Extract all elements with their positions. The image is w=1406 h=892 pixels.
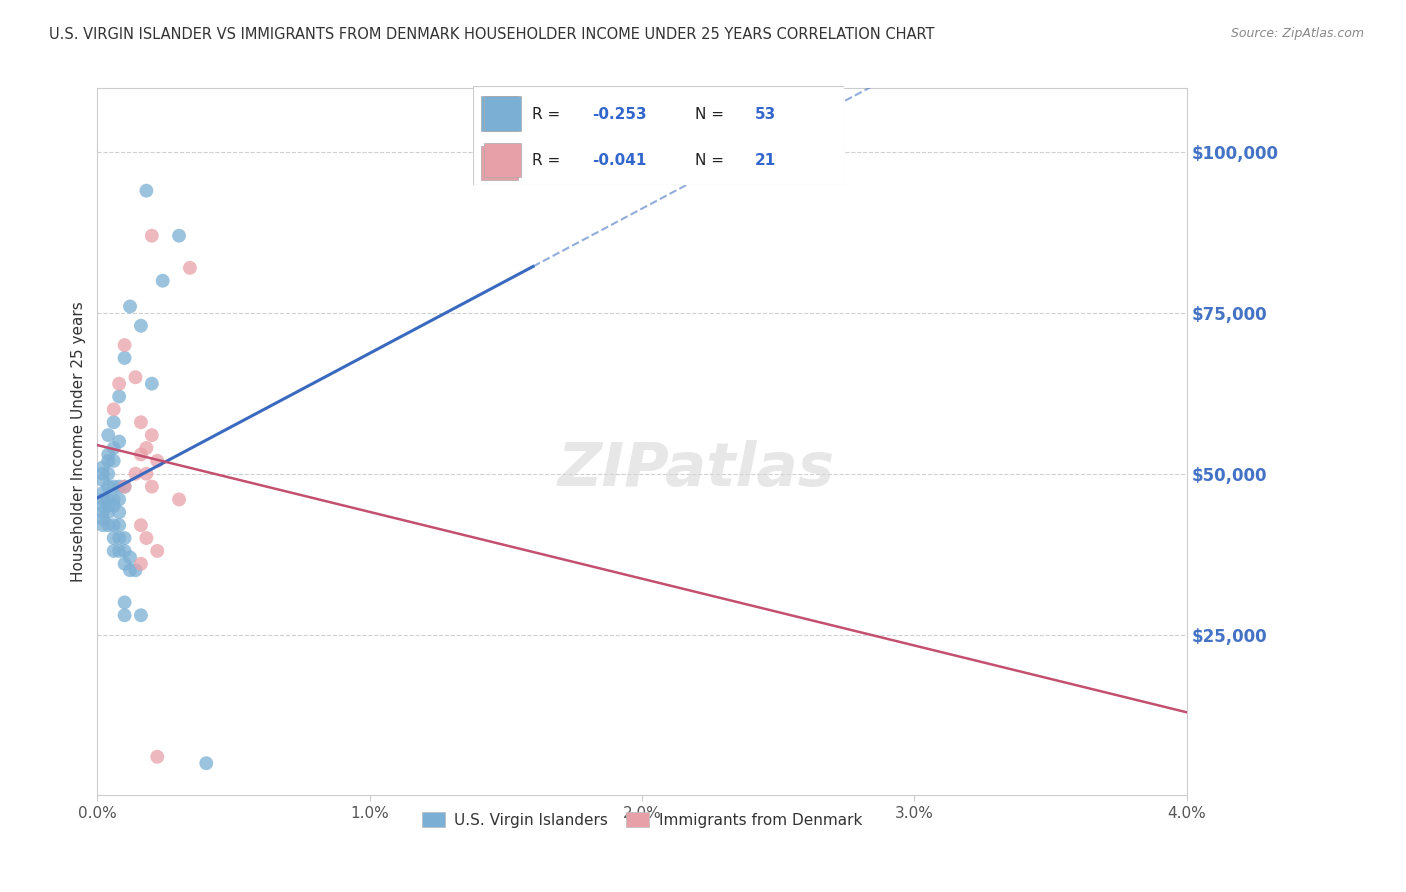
- Point: [108, 376, 131, 391]
- Point: [97, 518, 120, 533]
- Point: [103, 441, 125, 455]
- Point: [97, 492, 120, 507]
- Text: ZIPatlas: ZIPatlas: [558, 441, 835, 500]
- Point: [108, 434, 131, 449]
- Point: [103, 544, 125, 558]
- Point: [129, 608, 152, 623]
- Point: [141, 480, 163, 494]
- Point: [103, 402, 125, 417]
- Point: [91, 467, 114, 481]
- Point: [108, 480, 131, 494]
- Point: [97, 428, 120, 442]
- Point: [114, 557, 136, 571]
- Point: [114, 544, 136, 558]
- Point: [118, 550, 141, 565]
- Point: [129, 518, 152, 533]
- Point: [91, 512, 114, 526]
- Point: [108, 390, 131, 404]
- Point: [91, 505, 114, 519]
- Point: [108, 518, 131, 533]
- Point: [152, 274, 174, 288]
- Point: [141, 376, 163, 391]
- Point: [129, 447, 152, 461]
- Point: [146, 544, 169, 558]
- Point: [103, 480, 125, 494]
- Point: [135, 531, 157, 545]
- Point: [167, 228, 190, 243]
- Point: [135, 467, 157, 481]
- Point: [114, 608, 136, 623]
- Point: [124, 563, 146, 577]
- Point: [124, 467, 146, 481]
- Point: [97, 454, 120, 468]
- Point: [108, 492, 131, 507]
- Legend: U.S. Virgin Islanders, Immigrants from Denmark: U.S. Virgin Islanders, Immigrants from D…: [416, 806, 868, 834]
- Point: [97, 447, 120, 461]
- Point: [103, 492, 125, 507]
- Point: [97, 499, 120, 513]
- Point: [114, 351, 136, 365]
- Point: [91, 499, 114, 513]
- Text: U.S. VIRGIN ISLANDER VS IMMIGRANTS FROM DENMARK HOUSEHOLDER INCOME UNDER 25 YEAR: U.S. VIRGIN ISLANDER VS IMMIGRANTS FROM …: [49, 27, 935, 42]
- Point: [91, 460, 114, 475]
- Point: [129, 318, 152, 333]
- Point: [114, 531, 136, 545]
- Text: Source: ZipAtlas.com: Source: ZipAtlas.com: [1230, 27, 1364, 40]
- Point: [114, 595, 136, 609]
- Point: [97, 480, 120, 494]
- Point: [91, 518, 114, 533]
- Point: [179, 260, 201, 275]
- Y-axis label: Householder Income Under 25 years: Householder Income Under 25 years: [72, 301, 86, 582]
- Point: [91, 486, 114, 500]
- Point: [124, 370, 146, 384]
- Point: [146, 749, 169, 764]
- Point: [135, 441, 157, 455]
- Point: [141, 428, 163, 442]
- Point: [167, 492, 190, 507]
- Point: [114, 480, 136, 494]
- Point: [118, 300, 141, 314]
- Point: [129, 415, 152, 429]
- Point: [114, 338, 136, 352]
- Point: [146, 454, 169, 468]
- Point: [141, 228, 163, 243]
- Point: [103, 531, 125, 545]
- Point: [108, 505, 131, 519]
- Point: [91, 473, 114, 487]
- Point: [103, 415, 125, 429]
- Point: [118, 563, 141, 577]
- Point: [129, 557, 152, 571]
- Point: [195, 756, 218, 771]
- Point: [114, 480, 136, 494]
- Point: [97, 467, 120, 481]
- Point: [135, 184, 157, 198]
- Point: [97, 505, 120, 519]
- Point: [108, 544, 131, 558]
- Point: [103, 518, 125, 533]
- Point: [103, 499, 125, 513]
- Point: [108, 531, 131, 545]
- Point: [103, 454, 125, 468]
- Point: [91, 492, 114, 507]
